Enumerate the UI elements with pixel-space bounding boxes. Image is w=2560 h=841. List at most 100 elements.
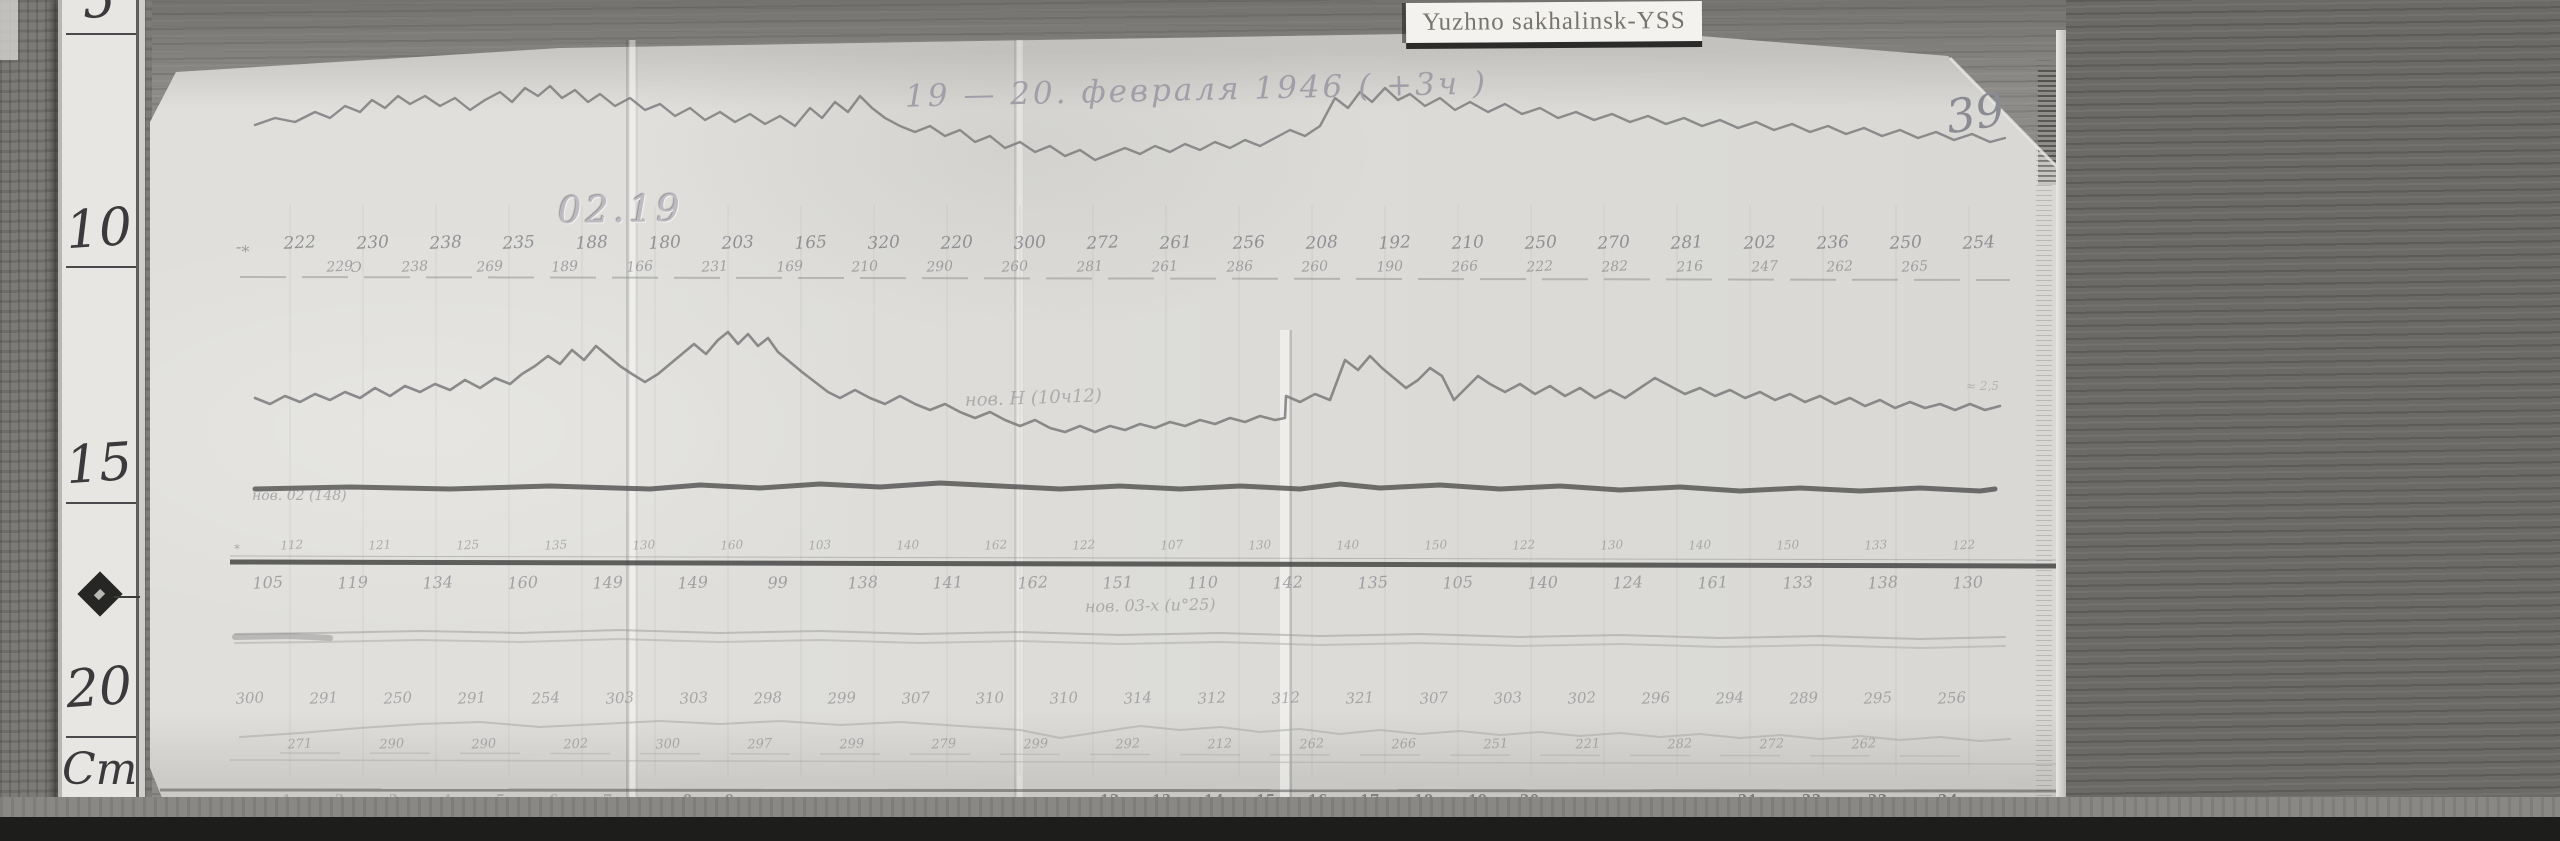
reading-value: 238 <box>400 258 429 275</box>
reading-value: 266 <box>1390 736 1417 752</box>
reading-value: 161 <box>1697 572 1728 593</box>
reading-value: 189 <box>551 258 579 275</box>
ruler-mark-10: 10 <box>63 196 135 262</box>
reading-value: 300 <box>1013 232 1047 254</box>
reading-value: 289 <box>1788 688 1819 708</box>
reading-value: 265 <box>1900 258 1929 275</box>
reading-value: 122 <box>1072 537 1096 552</box>
reading-value: 138 <box>847 572 878 593</box>
reading-value: 272 <box>1758 736 1785 752</box>
reading-value: 310 <box>1049 688 1079 707</box>
reading-value: 291 <box>308 688 339 708</box>
reading-value: 130 <box>632 537 656 552</box>
reading-value: 254 <box>530 688 561 708</box>
reading-value: 165 <box>794 232 827 254</box>
reading-value: 281 <box>1075 258 1104 275</box>
ruler-line <box>66 502 136 504</box>
reading-value: 282 <box>1666 736 1693 752</box>
reading-value: 307 <box>1419 688 1449 707</box>
reading-value: 150 <box>1424 537 1448 552</box>
reading-value: 135 <box>1357 572 1388 593</box>
reading-value: 122 <box>1952 537 1976 552</box>
reading-value: 133 <box>1864 537 1888 552</box>
corner-cut-edge <box>1948 56 2062 172</box>
reading-value: 160 <box>507 572 538 593</box>
reading-value: 281 <box>1669 232 1703 254</box>
reading-value: 295 <box>1862 688 1893 708</box>
reading-value: 105 <box>1442 572 1473 593</box>
reading-value: 149 <box>592 572 623 593</box>
reading-value: 290 <box>378 736 405 752</box>
reading-value: 250 <box>1523 232 1558 254</box>
annotation-text: ≈ 2,5 <box>1966 379 1999 393</box>
reading-value: 169 <box>776 258 804 275</box>
reading-value: 105 <box>252 572 283 593</box>
reading-value: 99 <box>767 572 788 592</box>
reading-value: 119 <box>337 572 368 593</box>
reading-value: 294 <box>1714 688 1745 708</box>
annotation-text: -⁎ <box>236 237 249 256</box>
reading-value: 261 <box>1158 232 1192 254</box>
ruler-line <box>66 266 136 268</box>
sheet-number: 39 <box>1942 81 2009 145</box>
reading-value: 222 <box>1525 258 1554 275</box>
reading-value: 296 <box>1640 688 1671 708</box>
reading-value: 254 <box>1961 232 1995 254</box>
row-Z-dashline <box>279 752 1981 757</box>
annotation-text: Ɔ <box>351 260 362 276</box>
reading-value: 292 <box>1114 736 1141 752</box>
reading-value: 140 <box>1688 537 1712 552</box>
reading-value: 320 <box>867 232 901 254</box>
reading-value: 303 <box>605 688 635 707</box>
reading-value: 130 <box>1248 537 1272 552</box>
station-label-card: Yuzhno sakhalinsk-YSS <box>1405 0 1703 44</box>
reading-value: 142 <box>1272 572 1303 593</box>
reading-value: 297 <box>746 736 773 752</box>
reading-value: 122 <box>1512 537 1536 552</box>
reading-value: 134 <box>422 572 453 593</box>
reading-value: 210 <box>850 258 879 275</box>
reading-value: 150 <box>1776 537 1800 552</box>
reading-value: 202 <box>562 736 589 752</box>
ruler-mark-15: 15 <box>63 431 135 497</box>
reading-value: 221 <box>1574 736 1601 752</box>
reading-value: 262 <box>1298 736 1325 752</box>
reading-value: 300 <box>235 688 265 707</box>
reading-value: 286 <box>1225 258 1254 275</box>
glass-edge-highlight <box>2056 30 2066 820</box>
trace-Z-thick <box>252 480 1998 494</box>
reading-value: 270 <box>1596 232 1631 254</box>
reading-value: 125 <box>456 537 480 552</box>
reading-value: 103 <box>808 537 832 552</box>
row-D-dashline <box>239 276 2011 281</box>
trace-T-left-heavy <box>232 633 333 641</box>
reading-value: 302 <box>1567 688 1597 707</box>
paper-scrap-corner <box>0 0 18 60</box>
trace-Z-base-wavy <box>239 720 2011 742</box>
reading-value: 208 <box>1304 232 1339 254</box>
ruler-unit-label: Cm <box>62 744 138 795</box>
trace-T-lower <box>234 638 2006 649</box>
reading-value: 250 <box>382 688 413 708</box>
reading-value: 130 <box>1952 572 1983 593</box>
reading-value: 210 <box>1450 232 1485 254</box>
reading-value: 271 <box>286 736 313 752</box>
reading-value: 190 <box>1376 258 1404 275</box>
reading-value: 312 <box>1271 688 1301 707</box>
reading-value: 247 <box>1750 258 1779 275</box>
wood-background-right <box>2066 0 2560 841</box>
reading-value: 203 <box>720 232 754 254</box>
reading-value: 299 <box>826 688 857 708</box>
reading-value: 192 <box>1378 232 1411 254</box>
reading-value: 303 <box>1493 688 1523 707</box>
baseline-thin <box>229 555 2057 561</box>
trace-bottom-rule <box>229 759 2056 765</box>
reading-value: 140 <box>896 537 920 552</box>
ruler-mark-20: 20 <box>63 655 135 721</box>
reading-value: 303 <box>679 688 709 707</box>
reading-value: 250 <box>1888 232 1923 254</box>
reading-value: 149 <box>677 572 708 593</box>
reading-value: 266 <box>1450 258 1479 275</box>
reading-value: 124 <box>1612 572 1643 593</box>
